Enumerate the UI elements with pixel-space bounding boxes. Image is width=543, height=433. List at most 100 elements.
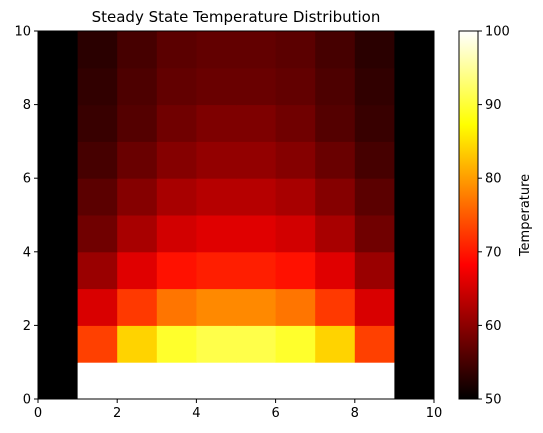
heatmap-cell <box>394 325 435 363</box>
heatmap-cell <box>236 104 277 142</box>
heatmap-cell <box>394 288 435 326</box>
heatmap-cell <box>117 31 158 69</box>
x-tick-label: 10 <box>426 406 443 421</box>
heatmap-cell <box>117 362 158 400</box>
heatmap-cell <box>236 67 277 106</box>
heatmap-cell <box>394 141 435 179</box>
y-tick-label: 10 <box>14 25 31 40</box>
heatmap-cell <box>77 325 118 363</box>
x-tick-label: 6 <box>271 406 279 421</box>
y-tick-label: 8 <box>23 98 31 113</box>
heatmap-cell <box>77 215 118 253</box>
heatmap-cell <box>315 251 356 290</box>
heatmap-cell <box>156 251 197 290</box>
x-tick-label: 4 <box>192 406 200 421</box>
x-tick-label: 2 <box>113 406 121 421</box>
colorbar-tick-label: 90 <box>485 98 502 113</box>
heatmap-cell <box>315 215 356 253</box>
heatmap-cell <box>38 104 79 142</box>
heatmap-cell <box>354 288 395 326</box>
heatmap-cell <box>117 215 158 253</box>
heatmap-cell <box>196 215 237 253</box>
heatmap-cell <box>275 325 316 363</box>
heatmap-cell <box>196 178 237 216</box>
heatmap-cell <box>117 141 158 179</box>
heatmap-cell <box>196 104 237 142</box>
heatmap-cell <box>156 104 197 142</box>
heatmap-cell <box>394 215 435 253</box>
heatmap-cell <box>236 325 277 363</box>
colorbar-tick-label: 60 <box>485 319 502 334</box>
heatmap-cell <box>156 31 197 69</box>
heatmap-cell <box>117 104 158 142</box>
heatmap-cell <box>275 288 316 326</box>
heatmap-cell <box>354 178 395 216</box>
heatmap-cell <box>38 31 79 69</box>
y-tick-label: 4 <box>23 245 31 260</box>
colorbar-gradient <box>459 31 478 399</box>
heatmap-cell <box>77 141 118 179</box>
heatmap-cell <box>38 67 79 106</box>
heatmap-cell <box>196 31 237 69</box>
y-tick-label: 6 <box>23 172 31 187</box>
heatmap-cell <box>394 31 435 69</box>
heatmap-cell <box>38 288 79 326</box>
plot-frame <box>37 30 435 400</box>
heatmap-cell <box>315 141 356 179</box>
heatmap-cell <box>77 104 118 142</box>
heatmap-cell <box>236 178 277 216</box>
heatmap-cell <box>315 178 356 216</box>
heatmap-cell <box>156 141 197 179</box>
colorbar-tick-label: 50 <box>485 393 502 408</box>
heatmap-cell <box>275 67 316 106</box>
heatmap-cell <box>354 104 395 142</box>
heatmap-cell <box>354 362 395 400</box>
heatmap-cell <box>236 362 277 400</box>
heatmap-cell <box>354 67 395 106</box>
colorbar-tick-label: 80 <box>485 172 502 187</box>
heatmap-cell <box>315 362 356 400</box>
heatmap-cell <box>38 141 79 179</box>
heatmap-cell <box>117 288 158 326</box>
heatmap-cell <box>196 288 237 326</box>
heatmap-cell <box>38 362 79 400</box>
heatmap-cell <box>156 67 197 106</box>
heatmap-cell <box>275 251 316 290</box>
heatmap-cell <box>236 31 277 69</box>
heatmap-cell <box>38 215 79 253</box>
heatmap-cell <box>394 178 435 216</box>
colorbar-label: Temperature <box>518 174 533 257</box>
heatmap-cell <box>275 31 316 69</box>
heatmap-cell <box>196 251 237 290</box>
y-tick-label: 0 <box>23 393 31 408</box>
heatmap-cell <box>315 67 356 106</box>
heatmap-cell <box>38 178 79 216</box>
heatmap-cell <box>394 104 435 142</box>
heatmap-cell <box>275 215 316 253</box>
heatmap-cell <box>315 325 356 363</box>
x-axis: 0 2 4 6 8 10 <box>34 399 442 421</box>
heatmap-cell <box>156 325 197 363</box>
chart-title: Steady State Temperature Distribution <box>92 8 381 26</box>
colorbar-frame <box>458 30 479 400</box>
heatmap-cell <box>275 362 316 400</box>
heatmap-cell <box>77 67 118 106</box>
heatmap-cell <box>117 251 158 290</box>
heatmap-cell <box>236 251 277 290</box>
colorbar-tick-label: 100 <box>485 25 510 40</box>
heatmap-cell <box>275 178 316 216</box>
x-tick-label: 8 <box>351 406 359 421</box>
heatmap-cell <box>117 325 158 363</box>
heatmap-cell <box>315 31 356 69</box>
heatmap-cell <box>196 325 237 363</box>
heatmap-cell <box>156 215 197 253</box>
heatmap-cell <box>354 251 395 290</box>
heatmap-cell <box>394 362 435 400</box>
heatmap-cell <box>117 178 158 216</box>
heatmap-cell <box>156 362 197 400</box>
y-tick-label: 2 <box>23 319 31 334</box>
x-tick-label: 0 <box>34 406 42 421</box>
heatmap-cell <box>156 288 197 326</box>
heatmap-cell <box>156 178 197 216</box>
